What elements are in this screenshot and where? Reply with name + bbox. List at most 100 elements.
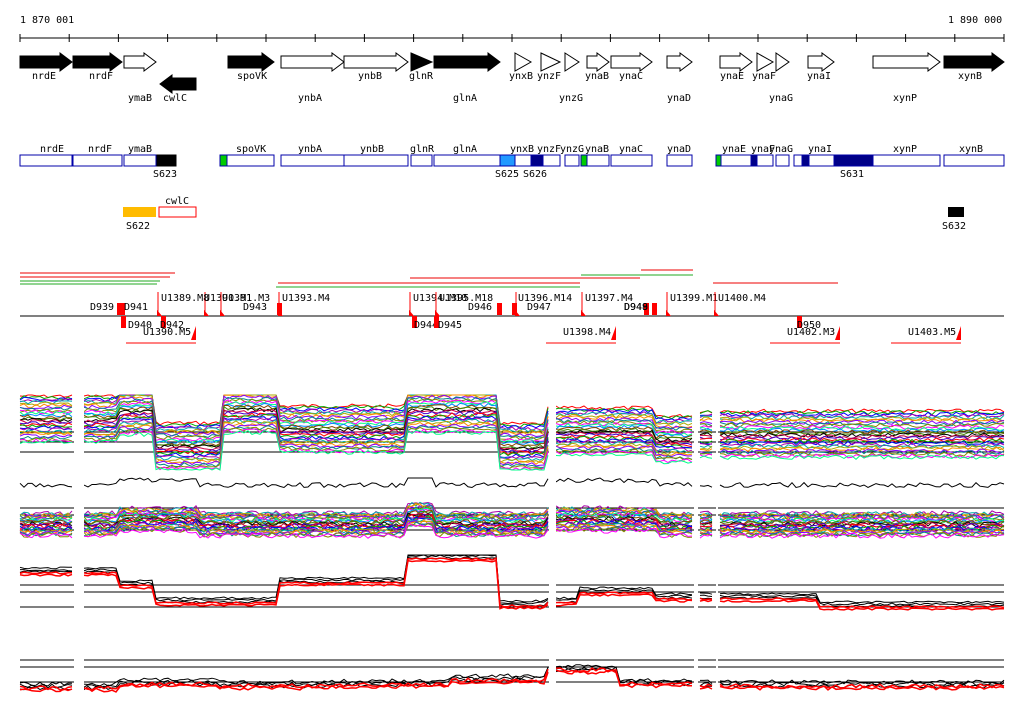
gene-arrow[interactable] (227, 52, 275, 72)
region-ynzG[interactable]: ynzG (560, 144, 584, 167)
gene-arrow[interactable] (586, 52, 610, 72)
downshift-marker[interactable] (412, 316, 417, 328)
upshift-U1391.M3[interactable]: U1391.M3 (220, 292, 270, 316)
segment-S632-block[interactable] (948, 207, 964, 217)
gene-arrow[interactable] (872, 52, 941, 72)
downshift-marker[interactable] (652, 303, 657, 315)
gene-arrow[interactable] (123, 52, 157, 72)
downshift-D939[interactable]: D939 (90, 302, 122, 315)
gene-ynaE[interactable]: ynaE (719, 52, 753, 82)
downshift-marker[interactable] (512, 303, 517, 315)
region-box[interactable] (410, 154, 433, 167)
gene-cwlC[interactable]: cwlC (159, 74, 197, 104)
gene-arrow[interactable] (564, 52, 580, 72)
upshift-U1395.M18[interactable]: U1395.M18 (435, 292, 493, 316)
upshift-U1396.M14[interactable]: U1396.M14 (515, 292, 572, 316)
gene-xynP[interactable]: xynP (872, 52, 941, 104)
downshift-D945[interactable]: D945 (434, 316, 462, 331)
downshift-D949[interactable]: D949 (624, 302, 657, 315)
gene-glnR[interactable]: glnR (409, 52, 434, 82)
downshift-marker[interactable] (644, 303, 649, 315)
region-box[interactable] (775, 154, 790, 167)
region-ynbA[interactable]: ynbA (280, 144, 345, 167)
region-cwlC[interactable]: cwlC (158, 196, 197, 218)
gene-arrow[interactable] (807, 52, 835, 72)
upshift-U1398.M4[interactable]: U1398.M4 (546, 326, 616, 344)
gene-ynaC[interactable]: ynaC (610, 52, 653, 82)
region-box[interactable] (756, 154, 774, 167)
gene-arrow[interactable] (72, 52, 123, 72)
upshift-U1393.M4[interactable]: U1393.M4 (278, 292, 330, 316)
gene-ynzF[interactable]: ynzF (537, 52, 562, 82)
gene-ynaI[interactable]: ynaI (807, 52, 835, 82)
gene-glnA[interactable]: glnA (433, 52, 501, 104)
region-box[interactable] (19, 154, 73, 167)
region-nrdE[interactable]: nrdE (19, 144, 73, 167)
downshift-D944[interactable]: D944 (412, 316, 438, 331)
upshift-U1390.M1[interactable]: U1390.M1 (204, 292, 252, 316)
region-box[interactable] (943, 154, 1005, 167)
upshift-U1394.M10[interactable]: U1394.M10 (409, 292, 467, 316)
region-ynbB[interactable]: ynbB (343, 144, 409, 167)
region-box[interactable] (666, 154, 693, 167)
gene-arrow[interactable] (775, 52, 790, 72)
gene-arrow[interactable] (159, 74, 197, 94)
gene-ymaB[interactable]: ymaB (123, 52, 157, 104)
gene-arrow[interactable] (719, 52, 753, 72)
region-glnR[interactable]: glnR (410, 144, 435, 167)
region-box[interactable] (433, 154, 501, 167)
downshift-marker[interactable] (797, 316, 802, 328)
gene-ynaF[interactable]: ynaF (752, 52, 776, 82)
gene-ynaG[interactable]: ynaG (769, 52, 793, 104)
region-xynB[interactable]: xynB (943, 144, 1005, 167)
upshift-U1389.M8[interactable]: U1389.M8 (157, 292, 209, 316)
gene-arrow[interactable] (19, 52, 73, 72)
gene-nrdE[interactable]: nrdE (19, 52, 73, 82)
region-box[interactable] (72, 154, 123, 167)
downshift-marker[interactable] (117, 303, 122, 315)
downshift-marker[interactable] (161, 316, 166, 328)
gene-arrow[interactable] (666, 52, 693, 72)
gene-arrow[interactable] (514, 52, 533, 72)
downshift-marker[interactable] (120, 303, 125, 315)
gene-arrow[interactable] (343, 52, 409, 72)
region-glnA[interactable]: glnA (433, 144, 501, 167)
gene-nrdF[interactable]: nrdF (72, 52, 123, 82)
downshift-marker[interactable] (121, 316, 126, 328)
upshift-U1399.M1[interactable]: U1399.M1 (666, 292, 718, 316)
gene-spoVK[interactable]: spoVK (227, 52, 275, 82)
region-box[interactable] (793, 154, 835, 167)
gene-arrow[interactable] (433, 52, 501, 72)
region-ynaI[interactable]: ynaI (793, 144, 835, 167)
region-spoVK[interactable]: spoVK (219, 144, 275, 167)
region-box[interactable] (123, 154, 157, 167)
region-box[interactable] (610, 154, 653, 167)
gene-xynB[interactable]: xynB (943, 52, 1005, 82)
upshift-U1400.M4[interactable]: U1400.M4 (714, 292, 766, 316)
downshift-D950[interactable]: D950 (797, 316, 821, 331)
gene-ynaD[interactable]: ynaD (666, 52, 693, 104)
region-box[interactable] (158, 206, 197, 218)
downshift-D947[interactable]: D947 (512, 302, 551, 315)
gene-arrow[interactable] (943, 52, 1005, 72)
segment-S622-block[interactable] (123, 207, 156, 217)
upshift-U1397.M4[interactable]: U1397.M4 (581, 292, 633, 316)
gene-ynaB[interactable]: ynaB (585, 52, 610, 82)
gene-ynzG[interactable]: ynzG (559, 52, 583, 104)
region-nrdF[interactable]: nrdF (72, 144, 123, 167)
gene-arrow[interactable] (610, 52, 653, 72)
downshift-marker[interactable] (497, 303, 502, 315)
gene-arrow[interactable] (410, 52, 434, 72)
downshift-D946[interactable]: D946 (468, 302, 502, 315)
region-ynaC[interactable]: ynaC (610, 144, 653, 167)
downshift-D948[interactable]: D948 (624, 302, 649, 315)
region-ynaD[interactable]: ynaD (666, 144, 693, 167)
upshift-U1403.M5[interactable]: U1403.M5 (891, 326, 961, 344)
gene-arrow[interactable] (540, 52, 562, 72)
downshift-marker[interactable] (434, 316, 439, 328)
gene-ynxB[interactable]: ynxB (509, 52, 533, 82)
region-ynaG[interactable]: ynaG (769, 144, 793, 167)
downshift-D942[interactable]: D942 (160, 316, 184, 331)
downshift-D941[interactable]: D941 (120, 302, 148, 315)
upshift-U1390.M5[interactable]: U1390.M5 (126, 326, 196, 344)
